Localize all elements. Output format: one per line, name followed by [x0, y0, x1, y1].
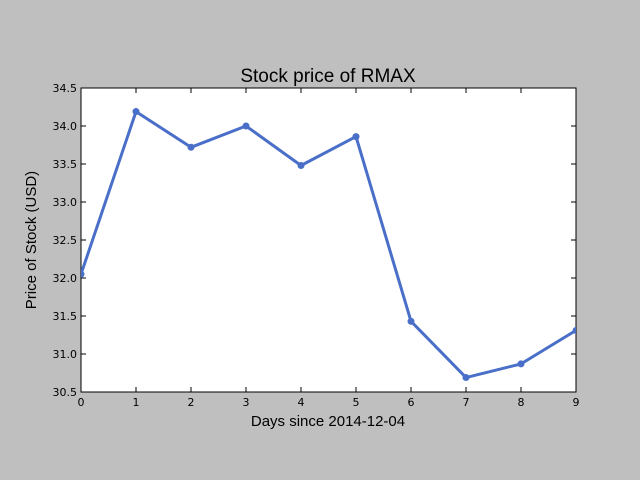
x-tick-label: 3: [243, 396, 250, 409]
y-axis-label: Price of Stock (USD): [23, 171, 40, 309]
data-point: [298, 162, 305, 169]
y-tick-label: 32.5: [53, 234, 78, 247]
data-point: [78, 271, 85, 278]
x-tick-label: 9: [573, 396, 580, 409]
data-point: [243, 123, 250, 130]
x-tick-label: 2: [188, 396, 195, 409]
data-point: [188, 144, 195, 151]
chart-title: Stock price of RMAX: [240, 66, 416, 87]
data-point: [408, 318, 415, 325]
x-tick-label: 6: [408, 396, 415, 409]
y-tick-label: 31.0: [53, 348, 78, 361]
x-tick-label: 0: [78, 396, 85, 409]
y-tick-label: 34.0: [53, 120, 78, 133]
data-point: [518, 360, 525, 367]
data-point: [463, 374, 470, 381]
x-tick-label: 4: [298, 396, 305, 409]
y-tick-label: 31.5: [53, 310, 78, 323]
x-axis-label: Days since 2014-12-04: [251, 413, 405, 430]
y-tick-label: 34.5: [53, 82, 78, 95]
x-tick-label: 1: [133, 396, 140, 409]
x-tick-labels: 0 1 2 3 4 5 6 7 8 9: [78, 396, 580, 409]
x-tick-label: 7: [463, 396, 470, 409]
y-tick-label: 32.0: [53, 272, 78, 285]
x-tick-label: 5: [353, 396, 360, 409]
y-tick-label: 30.5: [53, 386, 78, 399]
y-tick-labels: 30.5 31.0 31.5 32.0 32.5 33.0 33.5 34.0 34.5: [53, 82, 78, 399]
y-tick-label: 33.0: [53, 196, 78, 209]
plot-area: [81, 88, 576, 392]
data-point: [573, 327, 580, 334]
data-point: [353, 133, 360, 140]
data-point: [133, 108, 140, 115]
x-tick-label: 8: [518, 396, 525, 409]
y-tick-label: 33.5: [53, 158, 78, 171]
